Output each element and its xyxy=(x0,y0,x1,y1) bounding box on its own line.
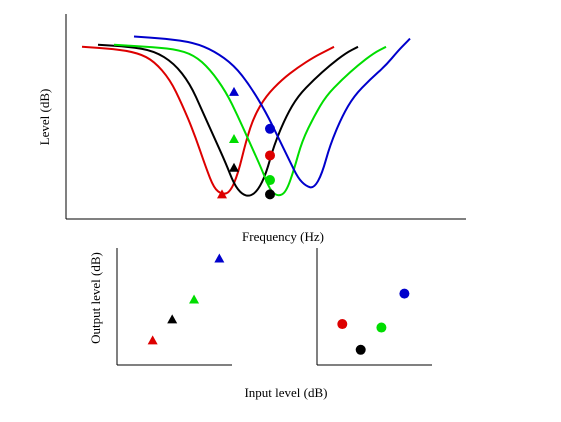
scatter-circle-1 xyxy=(355,344,366,355)
bottom-left-chart-axes xyxy=(116,248,232,366)
circle-marker-3 xyxy=(265,123,275,134)
top-chart-markers xyxy=(217,86,275,200)
scatter-triangle-2 xyxy=(189,294,200,304)
scatter-circle-0 xyxy=(337,319,348,330)
scatter-triangle-0 xyxy=(147,335,158,345)
triangle-marker-3 xyxy=(229,86,239,96)
triangle-marker-2 xyxy=(229,134,239,144)
top-chart-x-axis-label: Frequency (Hz) xyxy=(242,229,324,244)
bottom-left-chart-points xyxy=(147,253,225,345)
bottom-right-chart-points xyxy=(337,288,410,355)
top-chart-series xyxy=(81,35,411,197)
circle-marker-0 xyxy=(265,150,275,161)
series-line-1 xyxy=(97,43,359,197)
circle-marker-1 xyxy=(265,189,275,200)
bottom-right-chart-axes xyxy=(316,248,432,366)
top-chart: Level (dB) Frequency (Hz) xyxy=(37,14,466,244)
scatter-circle-2 xyxy=(376,322,387,333)
circle-marker-2 xyxy=(265,175,275,186)
bottom-left-chart: Output level (dB) xyxy=(88,248,232,366)
scatter-triangle-3 xyxy=(214,253,225,263)
bottom-right-chart xyxy=(316,248,432,366)
series-line-2 xyxy=(113,43,387,197)
triangle-marker-0 xyxy=(217,189,227,199)
bottom-left-chart-y-axis-label: Output level (dB) xyxy=(88,252,103,344)
top-chart-y-axis-label: Level (dB) xyxy=(37,89,52,146)
triangle-marker-1 xyxy=(229,162,239,172)
scatter-circle-3 xyxy=(399,288,410,299)
series-line-3 xyxy=(133,35,411,189)
bottom-charts-x-axis-label: Input level (dB) xyxy=(244,385,327,400)
top-chart-axes xyxy=(65,14,466,220)
scatter-triangle-1 xyxy=(167,314,178,324)
